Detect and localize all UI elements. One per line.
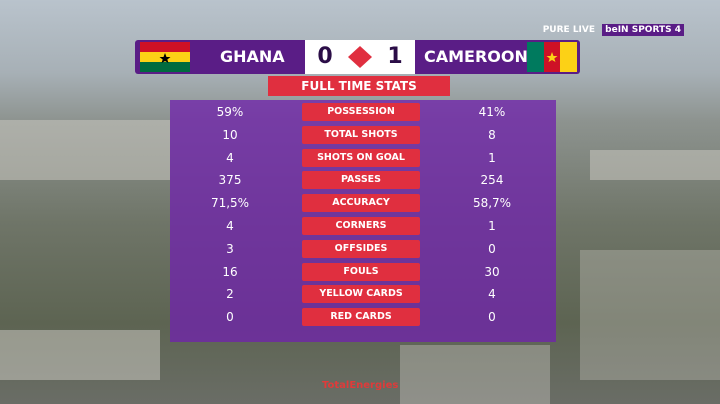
home-stat: 16 [222,264,238,279]
away-stat: 8 [488,127,496,142]
home-stat: 59% [216,105,244,119]
away-stat: 0 [488,310,496,325]
away-stat: 4 [488,287,496,302]
home-stat: 2 [226,287,234,302]
scenery [590,150,720,180]
home-stat: 4 [226,219,234,233]
home-stat: 375 [218,173,242,188]
stat-label: PASSES [302,171,420,190]
stat-label: CORNERS [302,217,420,235]
away-stat: 41% [478,105,506,119]
home-stat: 3 [226,241,234,256]
stat-label: TOTAL SHOTS [302,125,420,144]
scenery [0,330,160,380]
home-stat: 0 [226,310,234,325]
stat-label: YELLOW CARDS [302,285,420,304]
stream-label: PURE LIVE [542,25,596,35]
away-flag [527,42,577,72]
home-stat: 71,5% [210,196,250,211]
away-stat: 1 [488,219,496,233]
away-stat: 58,7% [472,196,512,211]
away-stat: 254 [480,173,504,188]
home-score: 0 [317,44,333,69]
stat-label: ACCURACY [302,194,420,213]
channel-logo: beIN SPORTS 4 [602,24,684,36]
stat-label: SHOTS ON GOAL [302,148,420,167]
away-stat: 1 [488,150,496,165]
tournament-logo [348,46,372,68]
sponsor: TotalEnergies [322,380,399,391]
away-team: CAMEROON [424,47,528,66]
stats-title: FULL TIME STATS [268,76,450,96]
away-stat: 30 [484,264,500,279]
scenery [0,120,170,180]
away-stat: 0 [488,241,496,256]
stat-label: RED CARDS [302,308,420,327]
home-flag [140,42,190,72]
home-team: GHANA [220,47,285,66]
scenery [580,250,720,380]
home-stat: 4 [226,150,234,165]
stat-label: OFFSIDES [302,239,420,258]
home-stat: 10 [222,127,238,142]
stat-label: FOULS [302,262,420,281]
broadcaster: PURE LIVE beIN SPORTS 4 [542,24,684,36]
scenery [400,345,550,404]
stat-label: POSSESSION [302,103,420,121]
away-score: 1 [387,44,403,69]
